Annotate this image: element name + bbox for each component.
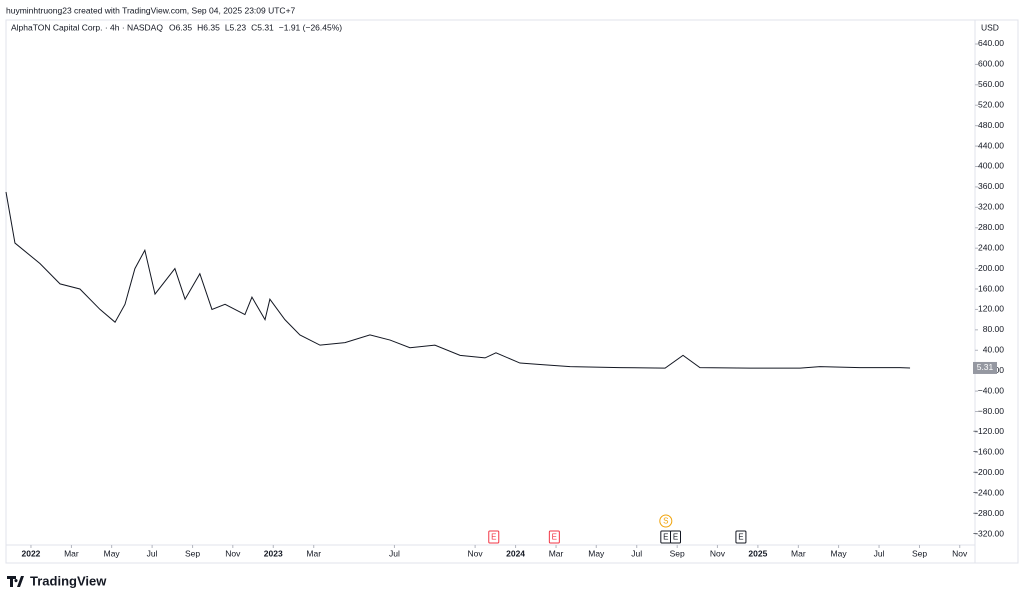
x-tick-label: Jul xyxy=(874,548,885,558)
last-price-badge xyxy=(973,361,997,374)
y-tick-label: 640.00 xyxy=(978,38,1004,48)
x-tick-label: Jul xyxy=(147,548,158,558)
currency: USD xyxy=(981,22,999,32)
event-icon xyxy=(548,530,560,544)
y-tick-label: −120.00 xyxy=(973,426,1004,436)
x-tick-label: May xyxy=(588,548,605,558)
frame xyxy=(5,19,1019,564)
x-tick-label: Mar xyxy=(64,548,79,558)
event-marker: S xyxy=(659,514,673,528)
x-tick-label: May xyxy=(104,548,121,558)
x-tick-label: 2024 xyxy=(506,548,525,558)
event-marker: E xyxy=(670,530,682,544)
event-icon xyxy=(488,530,500,544)
x-tick-label: Nov xyxy=(225,548,241,558)
y-tick-label: 440.00 xyxy=(978,140,1004,150)
y-tick-label: 200.00 xyxy=(978,263,1004,273)
x-tick-label: Jul xyxy=(631,548,642,558)
logo-mark xyxy=(7,576,24,587)
event-label: E xyxy=(673,533,678,542)
y-tick-label: 320.00 xyxy=(978,202,1004,212)
x-tick-label: 2025 xyxy=(748,548,767,558)
event-marker: E xyxy=(660,530,672,544)
x-tick-label: May xyxy=(831,548,848,558)
event-label: E xyxy=(663,533,668,542)
event-marker: E xyxy=(548,530,560,544)
y-tick-label: −200.00 xyxy=(973,467,1004,477)
x-tick-label: Nov xyxy=(468,548,484,558)
x-tick-label: Sep xyxy=(670,548,685,558)
event-icon xyxy=(670,530,682,544)
event-label: E xyxy=(552,533,557,542)
legend-item: C5.31 xyxy=(251,22,274,32)
x-tick-label: 2023 xyxy=(264,548,283,558)
y-tick-label: 280.00 xyxy=(978,222,1004,232)
price-line xyxy=(5,191,911,369)
y-tick-label: 360.00 xyxy=(978,181,1004,191)
y-tick-label: 480.00 xyxy=(978,120,1004,130)
y-tick-label: 400.00 xyxy=(978,161,1004,171)
y-tick-label: −280.00 xyxy=(973,508,1004,518)
legend-item: L5.23 xyxy=(225,22,247,32)
x-tick-label: Sep xyxy=(912,548,927,558)
symbol-title: AlphaTON Capital Corp. · 4h · NASDAQ xyxy=(11,22,163,32)
x-tick-label: Mar xyxy=(306,548,321,558)
y-tick-label: 40.00 xyxy=(983,345,1005,355)
y-tick-label: −160.00 xyxy=(973,447,1004,457)
y-tick-label: −40.00 xyxy=(978,385,1005,395)
y-tick-label: −240.00 xyxy=(973,487,1004,497)
event-label: S xyxy=(663,517,668,526)
last-price-label: 5.31 xyxy=(977,362,994,372)
y-tick-label: 80.00 xyxy=(983,324,1005,334)
x-tick-label: Sep xyxy=(185,548,200,558)
x-tick-label: 2022 xyxy=(21,548,40,558)
x-tick-label: Nov xyxy=(710,548,726,558)
logo: TradingView xyxy=(7,573,107,588)
x-tick-label: Nov xyxy=(952,548,968,558)
y-tick-label: 120.00 xyxy=(978,304,1004,314)
y-tick-label: 600.00 xyxy=(978,59,1004,69)
event-label: E xyxy=(491,533,496,542)
event-label: E xyxy=(738,533,743,542)
event-marker: E xyxy=(488,530,500,544)
x-tick-label: Jul xyxy=(389,548,400,558)
y-tick-label: −320.00 xyxy=(973,528,1004,538)
y-tick-label: −80.00 xyxy=(978,406,1005,416)
legend-item: −1.91 (−26.45%) xyxy=(279,22,342,32)
y-tick-label: 520.00 xyxy=(978,99,1004,109)
y-tick-label: 240.00 xyxy=(978,242,1004,252)
event-marker: E xyxy=(735,530,747,544)
legend-item: H6.35 xyxy=(197,22,220,32)
y-tick-label: 160.00 xyxy=(978,283,1004,293)
legend-item: O6.35 xyxy=(169,22,192,32)
credit: huyminhtruong23 created with TradingView… xyxy=(6,5,296,15)
x-tick-label: Mar xyxy=(549,548,564,558)
logo-text: TradingView xyxy=(30,573,107,588)
x-tick-label: Mar xyxy=(791,548,806,558)
y-tick-label: 560.00 xyxy=(978,79,1004,89)
event-icon xyxy=(659,514,673,528)
event-icon xyxy=(735,530,747,544)
